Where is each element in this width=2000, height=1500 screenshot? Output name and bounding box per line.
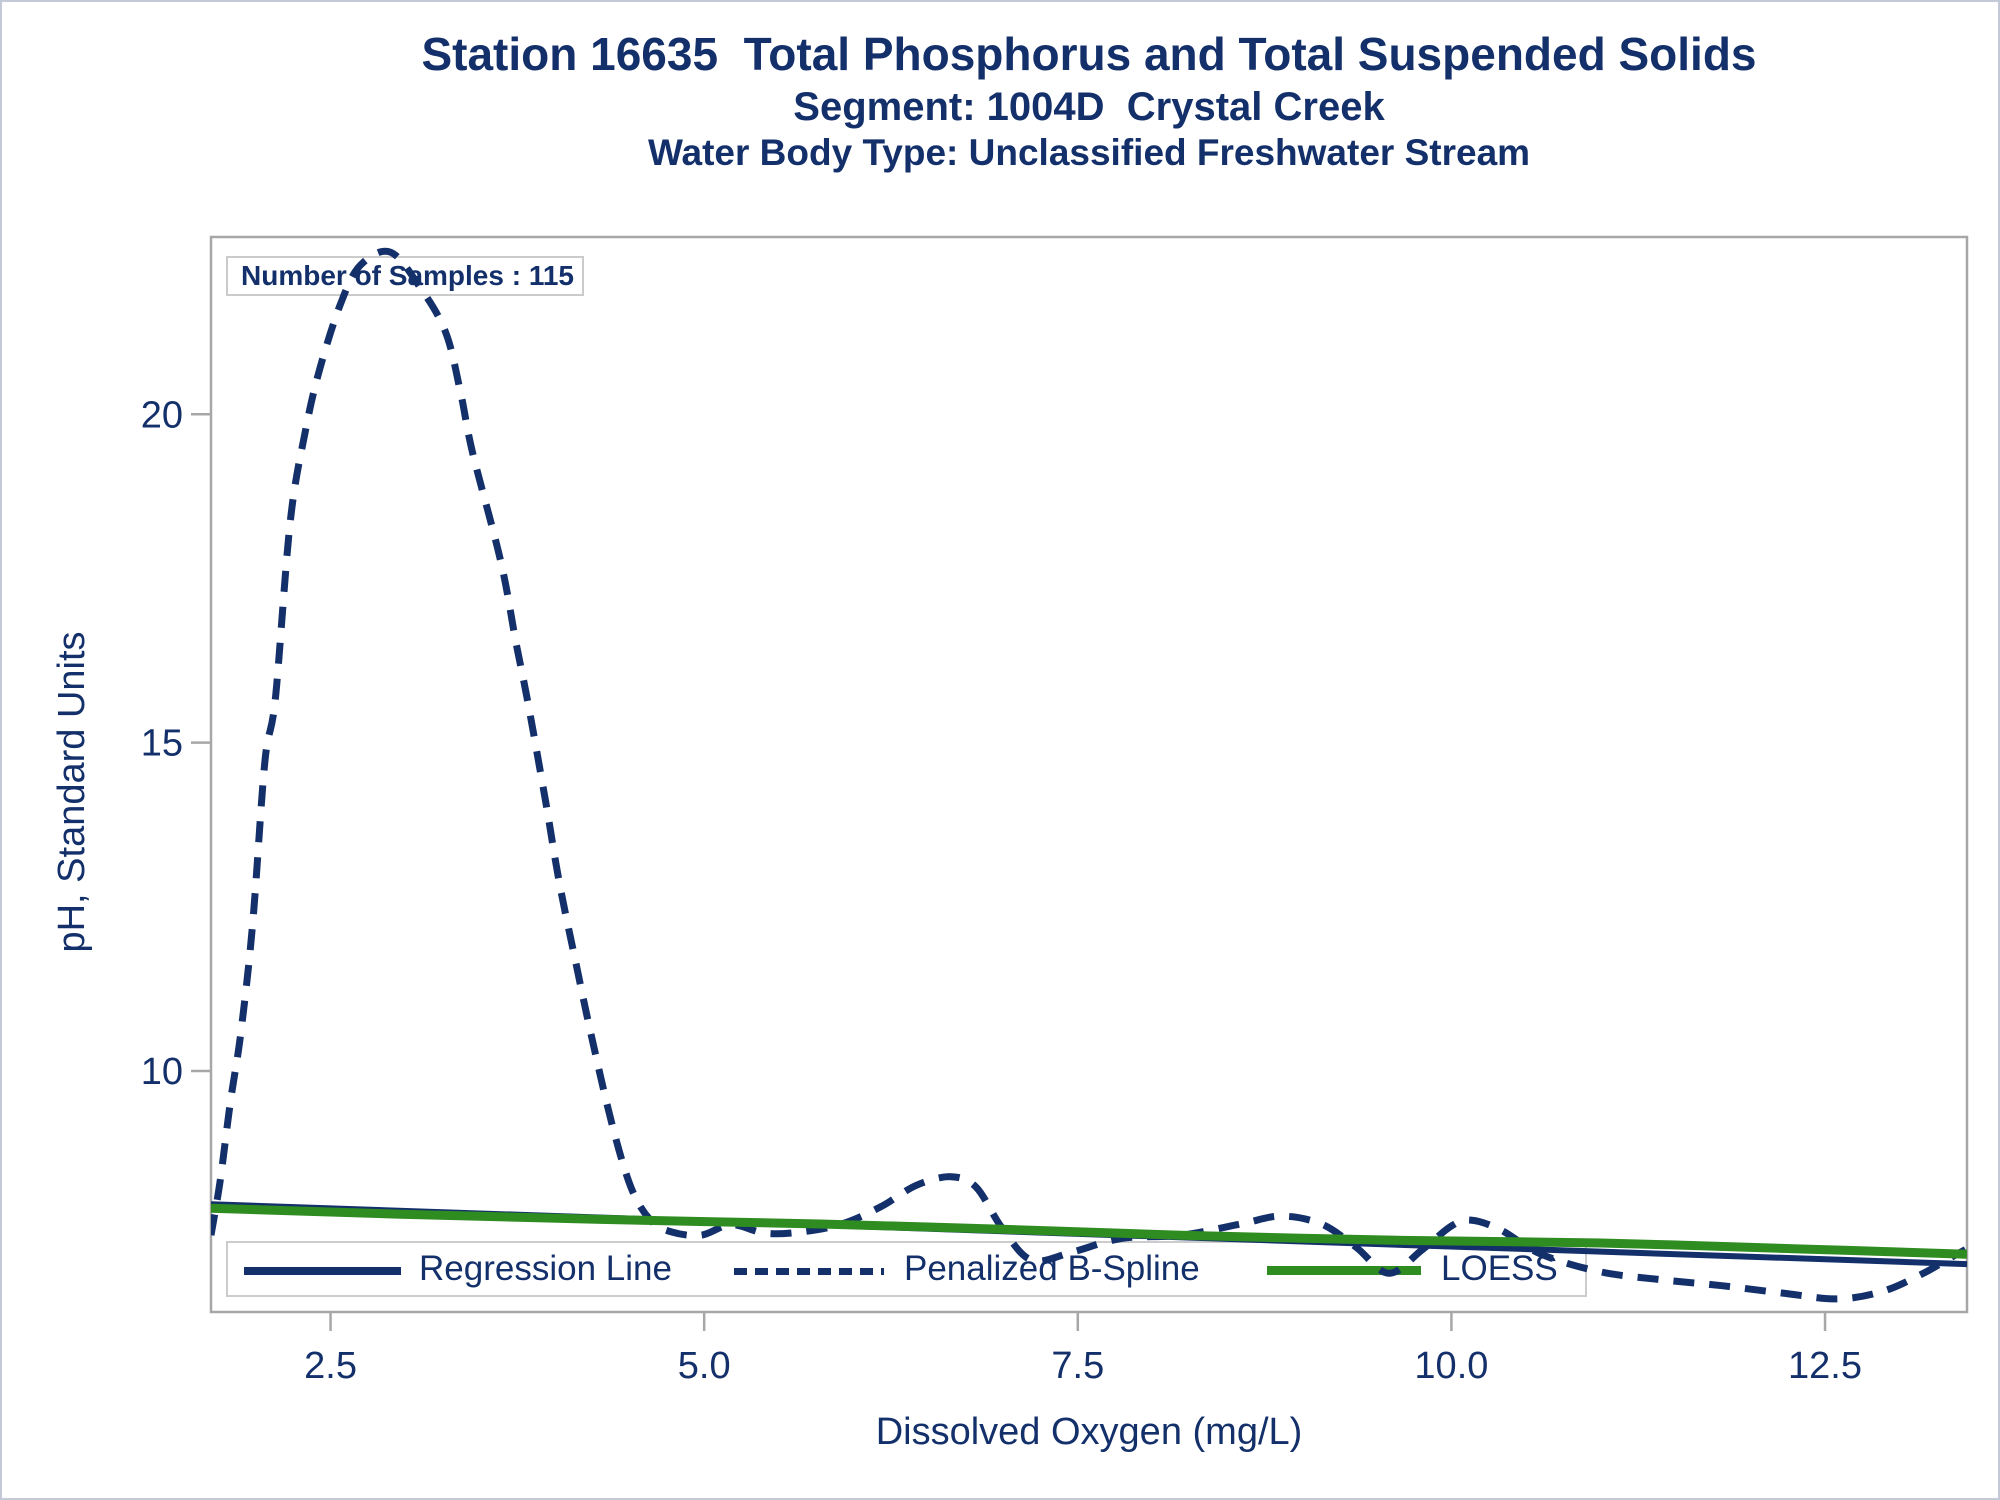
- sample-count-text: Number of Samples : 115: [241, 260, 575, 291]
- legend-label-loess: LOESS: [1441, 1249, 1558, 1288]
- sample-count-inset: Number of Samples : 115: [226, 256, 584, 296]
- y-tick-label: 20: [141, 394, 183, 436]
- x-tick-label: 2.5: [304, 1345, 357, 1387]
- x-axis-label: Dissolved Oxygen (mg/L): [875, 1411, 1303, 1453]
- loess-line-swatch: [1267, 1266, 1421, 1275]
- plot-area-border: [209, 235, 1969, 1314]
- chart-subtitle-waterbody: Water Body Type: Unclassified Freshwater…: [647, 132, 1531, 173]
- chart-subtitle-segment: Segment: 1004D Crystal Creek: [793, 85, 1385, 129]
- x-tick-label: 7.5: [1051, 1345, 1104, 1387]
- y-tick-label: 15: [141, 723, 183, 765]
- page-title: Station 16635 Total Phosphorus and Total…: [421, 28, 1757, 80]
- bspline-dashed-swatch: [734, 1268, 884, 1275]
- x-tick-label: 10.0: [1414, 1345, 1488, 1387]
- chart-legend: Regression Line Penalized B-Spline LOESS: [226, 1241, 1587, 1297]
- y-tick-label: 10: [141, 1051, 183, 1093]
- regression-line-swatch: [244, 1267, 401, 1275]
- x-tick-label: 12.5: [1788, 1345, 1862, 1387]
- legend-label-regression: Regression Line: [419, 1249, 672, 1288]
- x-tick-label: 5.0: [678, 1345, 731, 1387]
- legend-label-bspline: Penalized B-Spline: [904, 1249, 1200, 1288]
